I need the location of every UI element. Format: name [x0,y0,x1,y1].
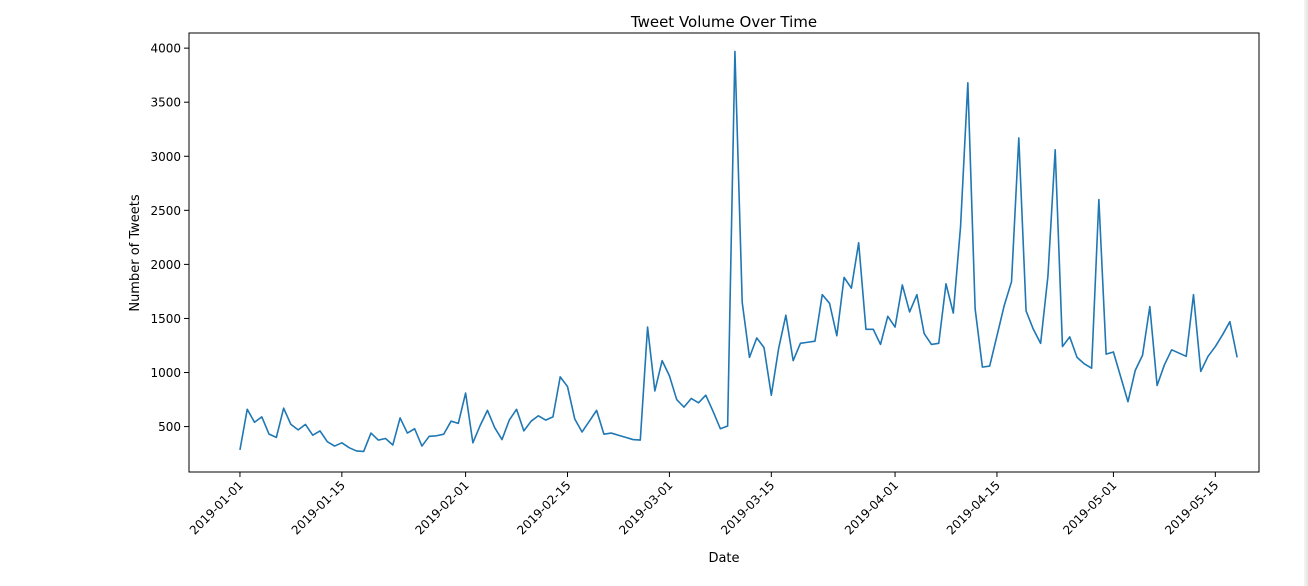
y-tick-label: 2500 [150,204,181,218]
x-tick-label: 2019-04-15 [944,478,1003,537]
y-tick-label: 2000 [150,258,181,272]
x-tick-label: 2019-01-01 [187,478,246,537]
window-edge [1304,0,1308,586]
y-tick-label: 500 [158,420,181,434]
x-axis-ticks: 2019-01-01 2019-01-15 2019-02-01 2019-02-15… [187,472,1221,537]
x-tick-label: 2019-05-15 [1162,478,1221,537]
x-tick-label: 2019-05-01 [1060,478,1119,537]
y-axis-ticks: 500 1000 1500 2000 2500 3000 3500 4000 [150,42,189,434]
series-line [239,50,1238,453]
x-axis-label: Date [708,551,739,566]
x-tick-label: 2019-03-01 [616,478,675,537]
x-tick-label: 2019-04-01 [842,478,901,537]
y-tick-label: 4000 [150,42,181,56]
x-tick-label: 2019-02-01 [412,478,471,537]
y-tick-label: 3000 [150,150,181,164]
x-tick-label: 2019-02-15 [514,478,573,537]
chart-title: Tweet Volume Over Time [630,13,817,31]
plot-frame [188,32,1260,473]
x-tick-label: 2019-01-15 [289,478,348,537]
y-tick-label: 1000 [150,366,181,380]
y-tick-label: 1500 [150,312,181,326]
y-axis-label: Number of Tweets [128,194,143,312]
y-tick-label: 3500 [150,96,181,110]
x-tick-label: 2019-03-15 [718,478,777,537]
